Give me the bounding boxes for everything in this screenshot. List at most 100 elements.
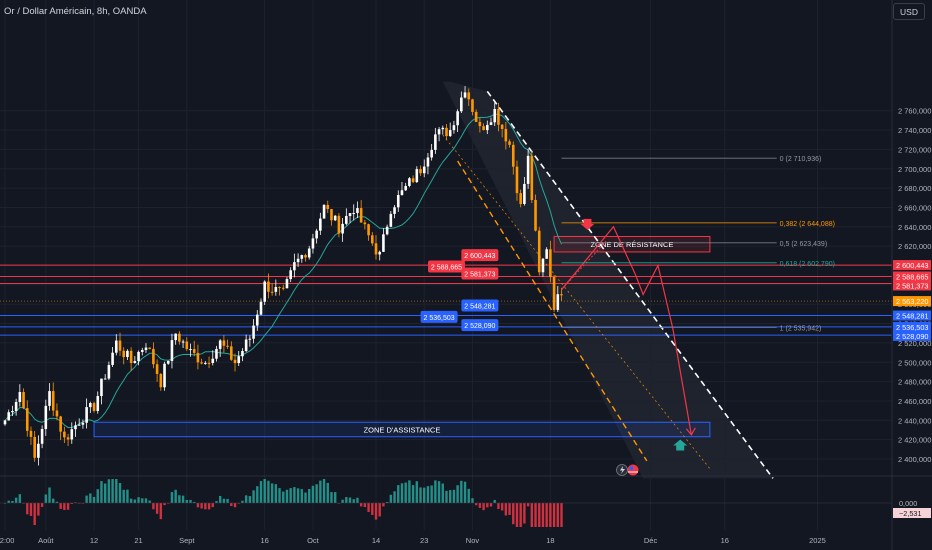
candle-body (159, 373, 163, 388)
oscillator-bar (163, 503, 166, 506)
candle-body (337, 215, 341, 234)
channel-lines (442, 90, 774, 479)
oscillator-bar (374, 503, 378, 520)
oscillator-bar (233, 503, 237, 508)
oscillator-bar (319, 480, 322, 503)
candle-body (115, 340, 118, 353)
oscillator-bar (48, 487, 51, 503)
candle-body (326, 204, 330, 210)
candle-body (526, 155, 530, 184)
oscillator-bar (430, 485, 433, 503)
oscillator-bar (308, 489, 311, 503)
candle-body (348, 213, 352, 216)
candle-body (434, 134, 437, 150)
candle-body (534, 199, 537, 231)
oscillator-bar (89, 493, 92, 503)
price-tick: 2 440,000 (898, 416, 931, 425)
candle-body (452, 125, 456, 131)
oscillator-bar (137, 497, 140, 503)
oscillator-bar (385, 501, 389, 503)
oscillator-bar (463, 481, 467, 503)
candle-body (396, 194, 400, 208)
oscillator-bar (437, 481, 441, 503)
oscillator-bar (215, 501, 218, 503)
candle-body (100, 378, 103, 397)
price-tick: 2 620,000 (898, 242, 931, 251)
oscillator-bar (222, 498, 226, 503)
oscillator-bar (144, 498, 148, 503)
oscillator-bar (393, 491, 396, 503)
oscillator-bar (74, 502, 77, 503)
candle-body (500, 124, 504, 129)
candle-body (537, 230, 541, 273)
candle-body (482, 126, 485, 131)
channel-fill (442, 81, 773, 479)
oscillator-bar (497, 503, 500, 509)
time-axis[interactable]: 12:00 Août 12 21 Sept 16 Oct 14 23 Nov 18 Déc 16 2025 (0, 536, 826, 545)
candle-body (48, 391, 51, 406)
oscillator-bar (218, 495, 222, 503)
candle-body (545, 249, 548, 259)
price-label-text: 2 588,665 (896, 272, 928, 281)
oscillator-bar (100, 481, 103, 503)
oscillator-bar (508, 503, 511, 515)
candle-body (445, 127, 448, 137)
oscillator-bar (33, 503, 36, 526)
fib-label: 0 (2 710,936) (780, 156, 822, 163)
oscillator-bar (348, 497, 352, 503)
time-tick: 18 (546, 536, 554, 545)
level-tag (461, 319, 499, 332)
level-tag-text: 2 600,443 (464, 253, 495, 260)
oscillator-bar (512, 503, 515, 525)
candle-body (549, 249, 552, 278)
candle-body (22, 392, 25, 409)
price-label-text: 2 581,373 (896, 281, 928, 290)
oscillator-bar (282, 491, 285, 503)
candle-body (419, 169, 422, 174)
candle-body (137, 351, 140, 362)
candle-body (170, 340, 174, 361)
price-tick: 2 760,000 (898, 107, 931, 116)
candle-body (330, 209, 333, 221)
channel-mid-line (442, 134, 711, 469)
candles (3, 86, 563, 466)
oscillator-bar (37, 503, 40, 516)
oscillator-bar (63, 503, 66, 511)
candle-body (363, 222, 367, 225)
level-tag (461, 249, 499, 262)
candle-body (460, 97, 463, 112)
candle-body (218, 340, 222, 349)
candle-body (204, 362, 207, 364)
candle-body (241, 350, 244, 357)
candle-body (181, 341, 185, 343)
time-tick: Déc (644, 536, 658, 545)
oscillator-bar (504, 503, 508, 516)
oscillator-bar (330, 492, 333, 503)
candle-body (263, 281, 266, 302)
oscillator-bar (519, 503, 522, 527)
candle-body (341, 223, 344, 234)
time-tick: 16 (261, 536, 269, 545)
oscillator-bar (474, 503, 478, 506)
event-icons[interactable] (616, 464, 639, 476)
candle-body (55, 410, 59, 417)
candle-body (174, 333, 177, 341)
currency-button[interactable]: USD (893, 3, 925, 20)
price-label-box (893, 271, 931, 282)
zone-label: ZONE DE RÉSISTANCE (591, 240, 674, 249)
candle-body (315, 230, 318, 239)
price-tick: 2 500,000 (898, 358, 931, 367)
osc-neg-text: −2,531 (899, 509, 922, 518)
zone-box (553, 235, 711, 253)
candle-body (307, 248, 311, 258)
candle-body (456, 111, 459, 126)
candle-body (523, 183, 526, 204)
candle-body (422, 166, 426, 174)
candle-body (497, 109, 500, 125)
price-label-box (893, 321, 931, 332)
time-tick: 23 (420, 536, 428, 545)
oscillator-bar (397, 485, 400, 503)
price-tick: 2 640,000 (898, 223, 931, 232)
